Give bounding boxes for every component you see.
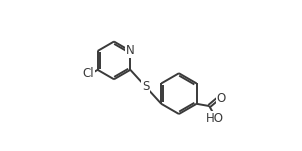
Text: Cl: Cl — [82, 67, 94, 80]
Text: N: N — [126, 44, 135, 58]
Text: O: O — [217, 92, 226, 105]
Text: S: S — [142, 80, 149, 93]
Text: HO: HO — [206, 112, 224, 125]
